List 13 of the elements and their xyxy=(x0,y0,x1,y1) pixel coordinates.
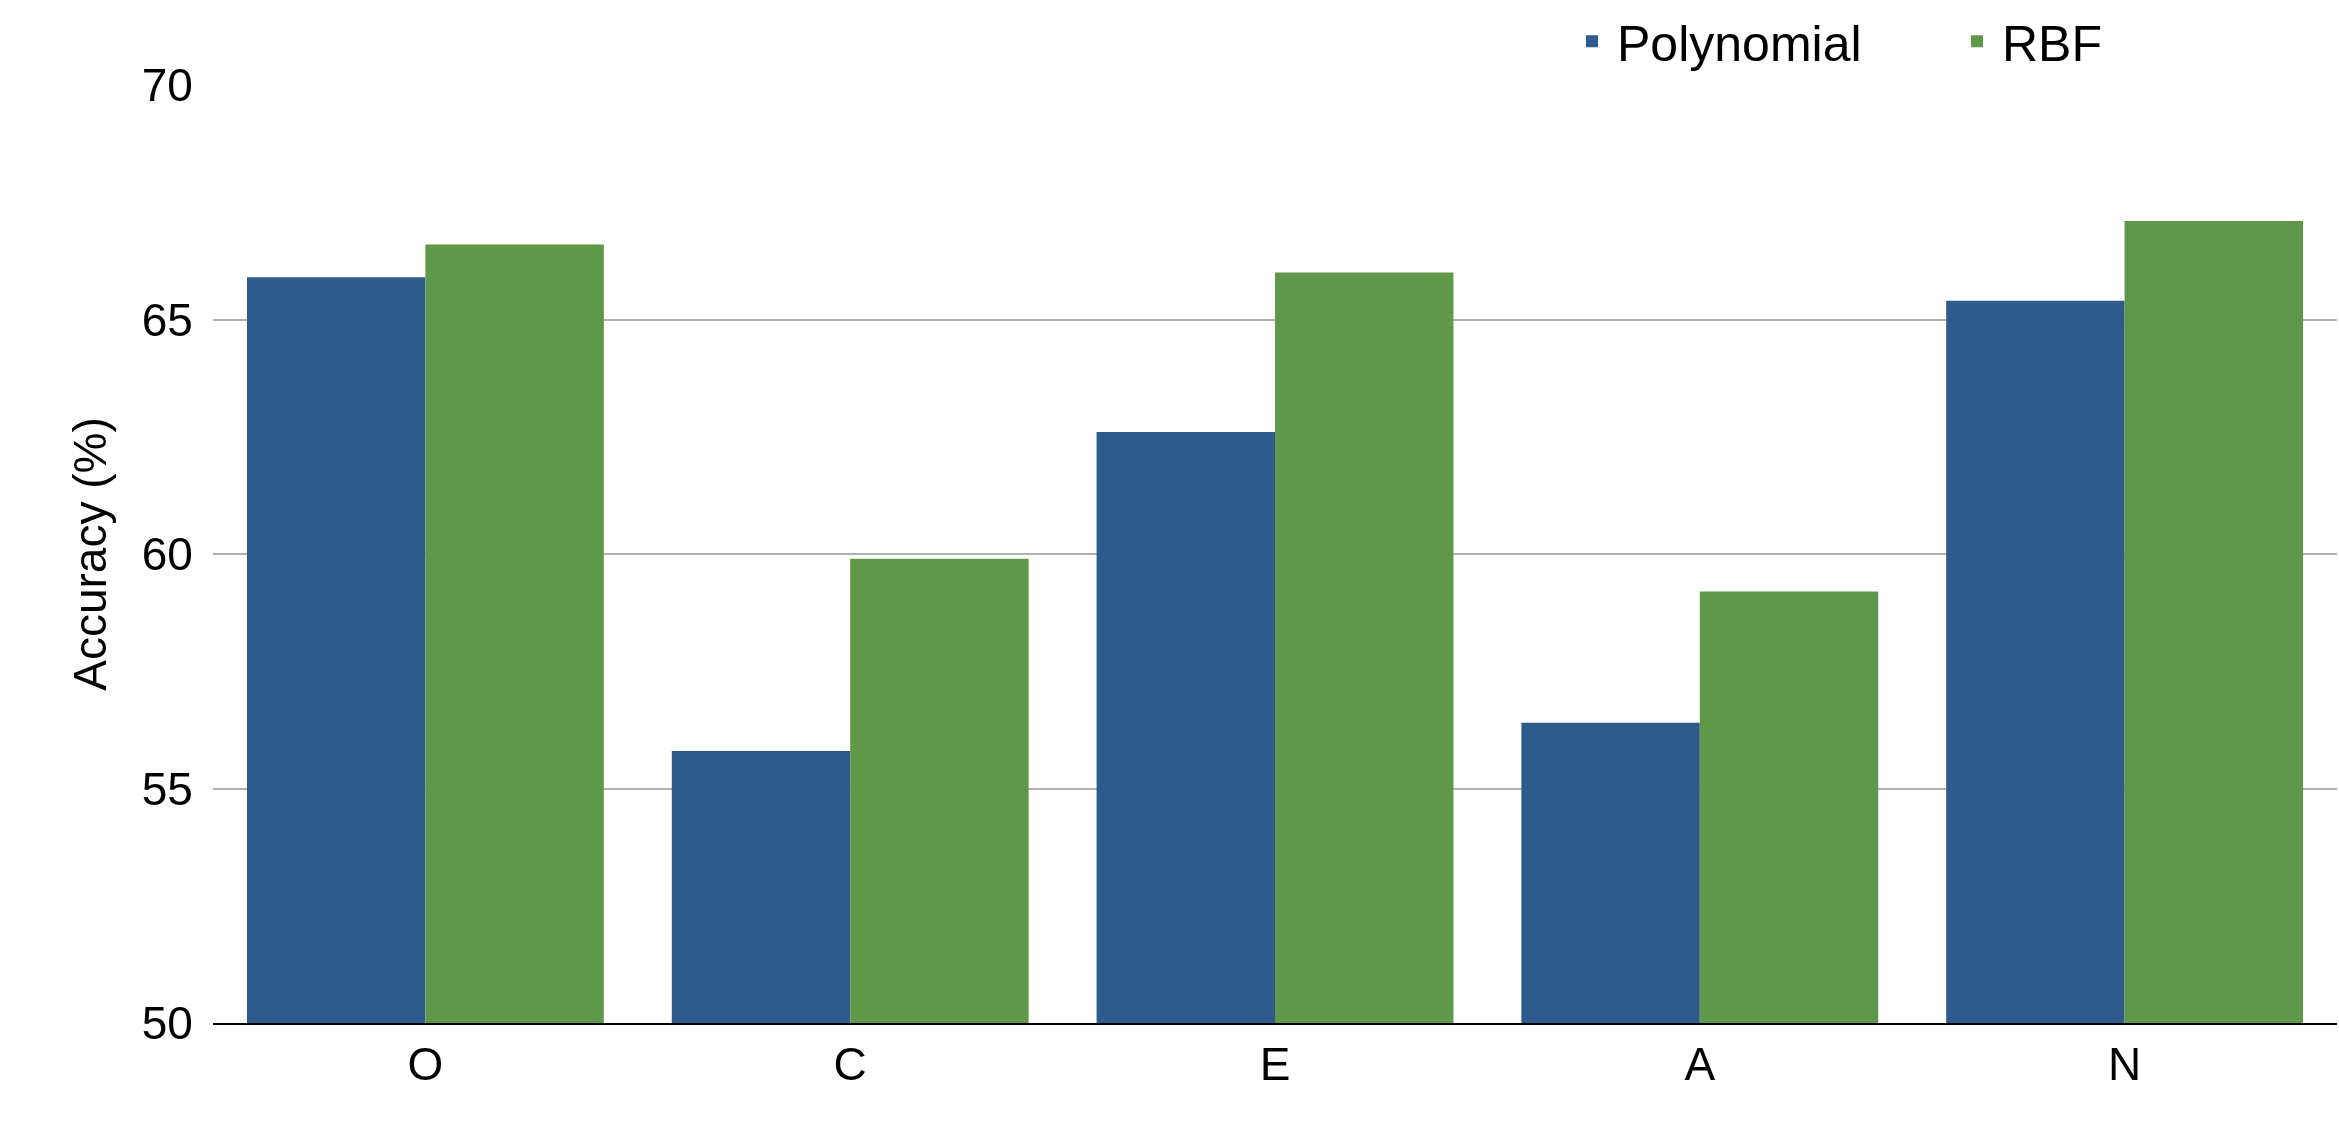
x-tick-label: N xyxy=(2107,1038,2142,1091)
y-tick-label: 65 xyxy=(141,293,193,346)
y-tick-label: 70 xyxy=(141,59,193,112)
y-tick-label: 60 xyxy=(141,528,193,581)
y-tick-label: 50 xyxy=(141,997,193,1050)
legend-label: RBF xyxy=(2002,15,2102,72)
x-tick-label: C xyxy=(833,1038,867,1091)
x-tick-label: E xyxy=(1259,1038,1291,1091)
x-tick-label: A xyxy=(1684,1038,1716,1091)
y-tick-label: 55 xyxy=(141,762,193,815)
y-axis-title: Accuracy (%) xyxy=(64,417,117,691)
x-tick-label: O xyxy=(407,1038,444,1091)
legend-label: Polynomial xyxy=(1617,15,1862,72)
